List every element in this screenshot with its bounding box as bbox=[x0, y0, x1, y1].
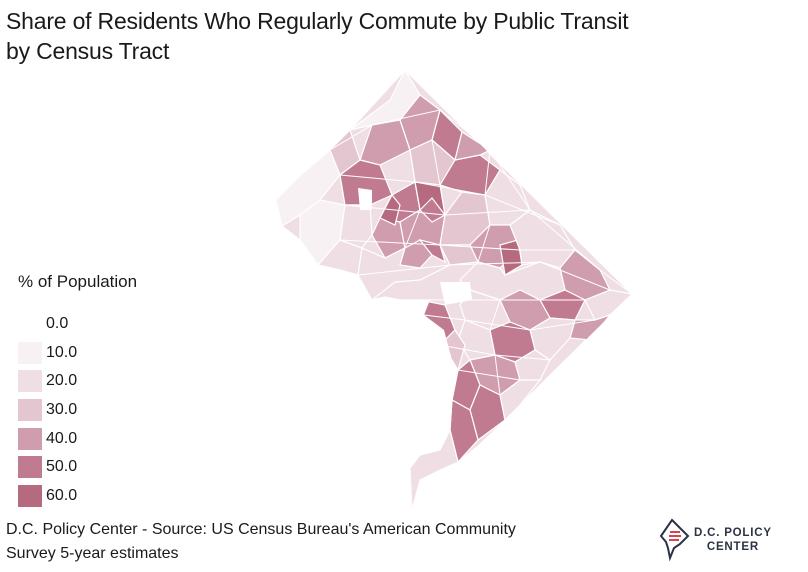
legend-swatch bbox=[18, 456, 42, 479]
legend-swatch bbox=[18, 484, 42, 507]
logo-line-2: CENTER bbox=[706, 541, 759, 553]
legend-item: 60.0 bbox=[18, 482, 137, 511]
legend-item: 20.0 bbox=[18, 367, 137, 396]
logo-line-1: D.C. POLICY bbox=[694, 527, 772, 539]
legend-label: 40.0 bbox=[46, 429, 78, 447]
source-line-2: Survey 5-year estimates bbox=[6, 545, 179, 562]
gap-rock-creek bbox=[358, 188, 372, 210]
legend-label: 20.0 bbox=[46, 372, 78, 390]
legend-item: 10.0 bbox=[18, 339, 137, 368]
dc-outline-icon bbox=[659, 518, 690, 562]
legend-item: 30.0 bbox=[18, 396, 137, 425]
map-title: Share of Residents Who Regularly Commute… bbox=[6, 6, 796, 66]
title-line-2: by Census Tract bbox=[6, 38, 170, 64]
tract-boundaries bbox=[329, 109, 632, 396]
dc-policy-center-logo: D.C. POLICY CENTER bbox=[658, 514, 788, 566]
legend-title: % of Population bbox=[18, 272, 138, 291]
title-line-1: Share of Residents Who Regularly Commute… bbox=[6, 8, 629, 34]
legend: % of Population 0.0 10.0 20.0 30.0 40.0 … bbox=[18, 272, 137, 510]
source-line-1: D.C. Policy Center - Source: US Census B… bbox=[6, 521, 516, 538]
legend-label: 30.0 bbox=[46, 401, 78, 419]
legend-swatch bbox=[18, 313, 42, 336]
legend-swatch bbox=[18, 399, 42, 422]
legend-items: 0.0 10.0 20.0 30.0 40.0 50.0 60.0 bbox=[18, 310, 137, 510]
source-note: D.C. Policy Center - Source: US Census B… bbox=[6, 518, 646, 566]
legend-item: 40.0 bbox=[18, 424, 137, 453]
logo-text: D.C. POLICY CENTER bbox=[694, 526, 772, 554]
legend-item: 50.0 bbox=[18, 453, 137, 482]
legend-item: 0.0 bbox=[18, 310, 137, 339]
legend-label: 0.0 bbox=[46, 315, 69, 333]
legend-swatch bbox=[18, 341, 42, 364]
gap-national-mall bbox=[440, 282, 472, 305]
legend-label: 10.0 bbox=[46, 343, 78, 361]
legend-swatch bbox=[18, 427, 42, 450]
legend-swatch bbox=[18, 370, 42, 393]
legend-label: 50.0 bbox=[46, 458, 78, 476]
legend-label: 60.0 bbox=[46, 486, 78, 504]
